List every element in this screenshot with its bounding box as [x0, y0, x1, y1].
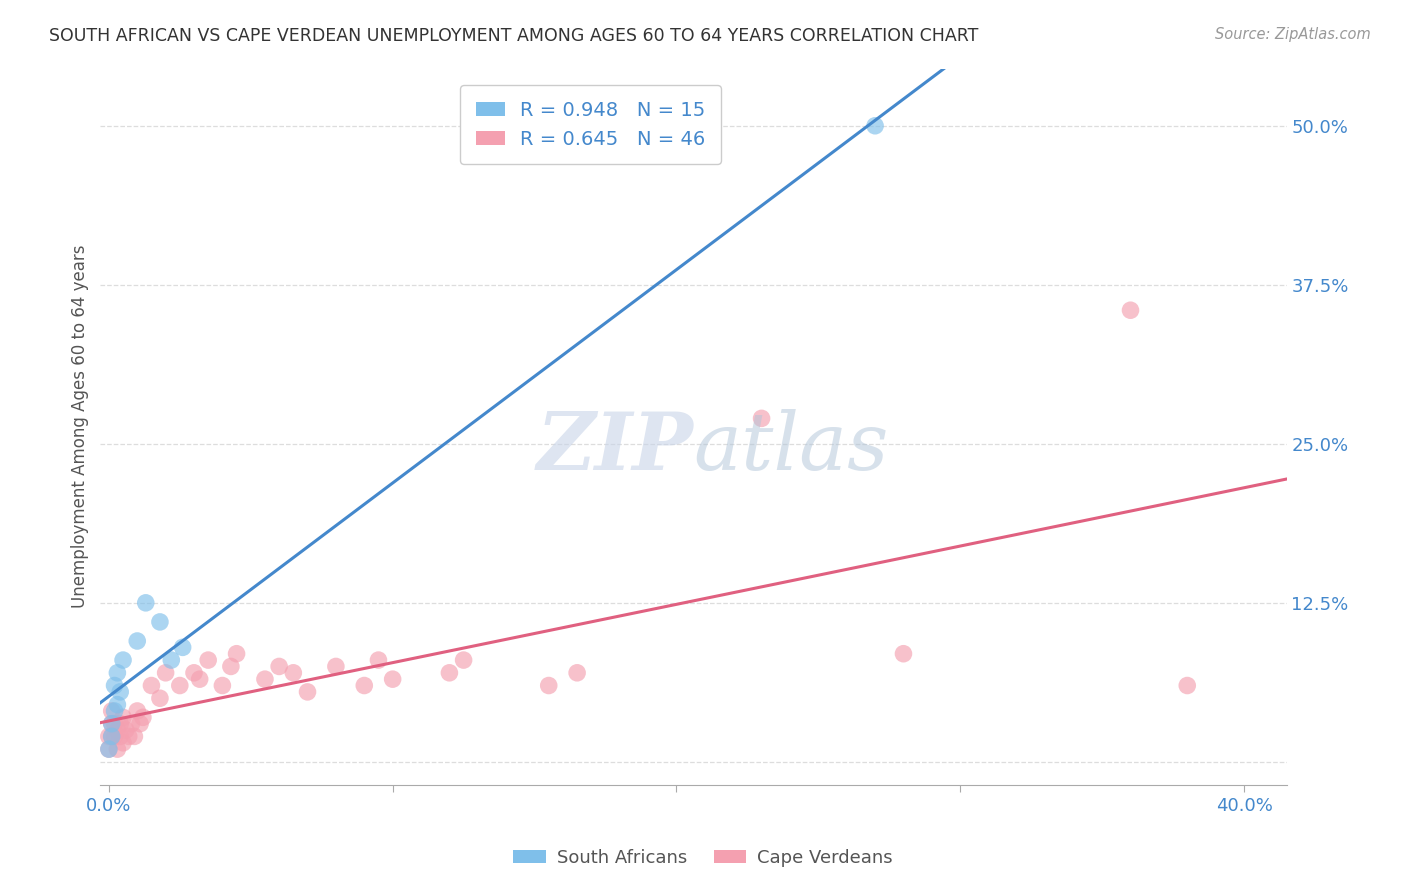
Text: Source: ZipAtlas.com: Source: ZipAtlas.com — [1215, 27, 1371, 42]
Point — [100, 716, 122, 731]
Point — [105, 698, 128, 712]
Text: SOUTH AFRICAN VS CAPE VERDEAN UNEMPLOYMENT AMONG AGES 60 TO 64 YEARS CORRELATION: SOUTH AFRICAN VS CAPE VERDEAN UNEMPLOYME… — [49, 27, 979, 45]
Point — [269, 659, 291, 673]
Point — [893, 647, 915, 661]
Point — [183, 665, 205, 680]
Point — [149, 691, 172, 706]
Point — [100, 716, 122, 731]
Y-axis label: Unemployment Among Ages 60 to 64 years: Unemployment Among Ages 60 to 64 years — [72, 245, 89, 608]
Point — [110, 716, 132, 731]
Point — [863, 119, 886, 133]
Point — [225, 647, 247, 661]
Point — [100, 730, 122, 744]
Point — [297, 685, 319, 699]
Point — [97, 742, 120, 756]
Point — [453, 653, 475, 667]
Point — [169, 679, 191, 693]
Point — [97, 730, 120, 744]
Point — [103, 679, 125, 693]
Point — [141, 679, 163, 693]
Point — [127, 634, 149, 648]
Point — [172, 640, 194, 655]
Point — [211, 679, 233, 693]
Point — [105, 723, 128, 737]
Point — [353, 679, 375, 693]
Point — [115, 723, 138, 737]
Point — [381, 672, 404, 686]
Point — [197, 653, 219, 667]
Point — [103, 716, 125, 731]
Point — [105, 665, 128, 680]
Point — [439, 665, 461, 680]
Point — [112, 710, 135, 724]
Point — [103, 704, 125, 718]
Point — [132, 710, 155, 724]
Point — [121, 716, 143, 731]
Point — [127, 704, 149, 718]
Point — [155, 665, 177, 680]
Text: atlas: atlas — [693, 409, 889, 487]
Point — [253, 672, 276, 686]
Point — [112, 736, 135, 750]
Point — [110, 685, 132, 699]
Point — [100, 730, 122, 744]
Point — [110, 730, 132, 744]
Point — [97, 742, 120, 756]
Point — [1119, 303, 1142, 318]
Point — [537, 679, 560, 693]
Point — [188, 672, 211, 686]
Legend: R = 0.948   N = 15, R = 0.645   N = 46: R = 0.948 N = 15, R = 0.645 N = 46 — [460, 86, 721, 164]
Point — [100, 704, 122, 718]
Point — [565, 665, 588, 680]
Point — [367, 653, 389, 667]
Point — [160, 653, 183, 667]
Text: ZIP: ZIP — [537, 409, 693, 487]
Point — [149, 615, 172, 629]
Legend: South Africans, Cape Verdeans: South Africans, Cape Verdeans — [506, 842, 900, 874]
Point — [325, 659, 347, 673]
Point — [124, 730, 146, 744]
Point — [112, 653, 135, 667]
Point — [129, 716, 152, 731]
Point — [751, 411, 773, 425]
Point — [1175, 679, 1198, 693]
Point — [103, 730, 125, 744]
Point — [118, 730, 141, 744]
Point — [105, 742, 128, 756]
Point — [283, 665, 305, 680]
Point — [135, 596, 157, 610]
Point — [219, 659, 242, 673]
